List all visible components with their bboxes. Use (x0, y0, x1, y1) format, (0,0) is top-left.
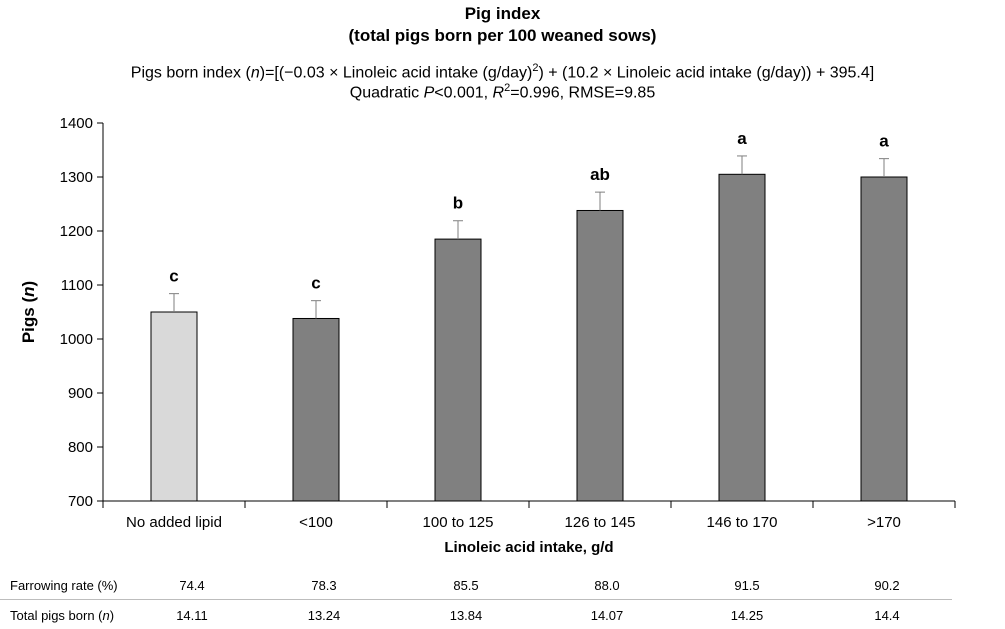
bar (860, 176, 908, 502)
farrowing-rate-label: Farrowing rate (%) (10, 578, 118, 593)
farrowing-rate-value: 88.0 (594, 578, 620, 593)
y-tick-label: 1400 (60, 115, 93, 132)
y-tick-label: 700 (68, 493, 93, 510)
farrowing-rate-value: 74.4 (179, 578, 205, 593)
regression-stats: Quadratic P<0.001, R2=0.996, RMSE=9.85 (349, 82, 656, 102)
total-pigs-born-row: Total pigs born (n) 14.11 13.24 13.84 14… (0, 603, 1005, 629)
y-axis-label: Pigs (n) (19, 281, 38, 343)
table-divider (0, 599, 952, 600)
bar (434, 238, 482, 502)
total-pigs-born-label: Total pigs born (n) (10, 608, 115, 623)
total-pigs-born-value: 14.11 (176, 608, 208, 623)
bar (150, 311, 198, 502)
total-pigs-born-value: 14.4 (874, 608, 900, 623)
chart-title: Pig index (464, 4, 541, 23)
farrowing-rate-row: Farrowing rate (%) 74.4 78.3 85.5 88.0 9… (0, 573, 1005, 599)
significance-letter: ab (590, 165, 610, 184)
chart-subtitle: (total pigs born per 100 weaned sows) (348, 26, 657, 45)
farrowing-rate-value: 78.3 (311, 578, 337, 593)
farrowing-rate-value: 90.2 (874, 578, 900, 593)
bar (718, 173, 766, 502)
x-tick-label: >170 (867, 514, 901, 531)
x-tick-label: No added lipid (126, 514, 222, 531)
significance-letter: a (879, 132, 889, 151)
x-tick-label: 100 to 125 (423, 514, 494, 531)
significance-letter: b (453, 194, 463, 213)
y-tick-label: 1000 (60, 331, 93, 348)
y-tick-label: 900 (68, 385, 93, 402)
x-axis-label: Linoleic acid intake, g/d (444, 539, 613, 556)
bar (292, 317, 340, 502)
regression-equation: Pigs born index (n)=[(−0.03 × Linoleic a… (130, 62, 875, 82)
x-tick-label: 146 to 170 (707, 514, 778, 531)
total-pigs-born-value: 13.84 (449, 608, 483, 623)
significance-letter: c (169, 267, 178, 286)
total-pigs-born-value: 13.24 (307, 608, 341, 623)
significance-letter: c (311, 274, 320, 293)
farrowing-rate-value: 85.5 (453, 578, 479, 593)
total-pigs-born-value: 14.25 (730, 608, 764, 623)
bar (576, 209, 624, 502)
bar-chart: 700 800 900 1000 1100 1200 1300 1400 c No added l… (19, 115, 956, 556)
x-tick-label: 126 to 145 (565, 514, 636, 531)
y-tick-label: 1100 (61, 277, 93, 294)
significance-letter: a (737, 129, 747, 148)
x-tick-label: <100 (299, 514, 333, 531)
y-tick-label: 1300 (60, 169, 93, 186)
farrowing-rate-value: 91.5 (734, 578, 760, 593)
y-tick-label: 800 (68, 439, 93, 456)
y-tick-label: 1200 (60, 223, 93, 240)
total-pigs-born-value: 14.07 (590, 608, 624, 623)
